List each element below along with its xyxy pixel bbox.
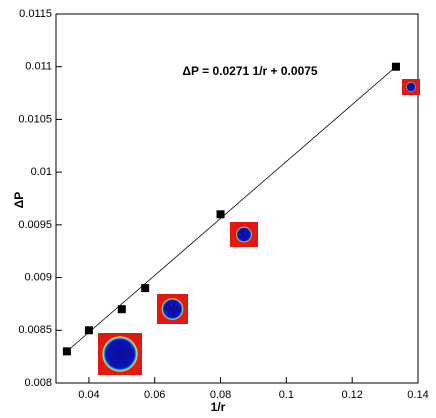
x-axis-label: 1/r (211, 400, 226, 414)
x-tick-label: 0.08 (210, 389, 231, 401)
plot-frame (55, 13, 419, 384)
y-tick-label: 0.0095 (18, 219, 52, 231)
droplet (406, 82, 416, 92)
y-tick-label: 0.0115 (19, 8, 52, 20)
data-point (391, 62, 400, 71)
droplet (236, 226, 252, 243)
y-tick-label: 0.01 (31, 166, 52, 178)
x-tick-label: 0.04 (78, 389, 99, 401)
data-point (62, 347, 71, 356)
droplet-images (98, 79, 420, 375)
annotation: ΔP = 0.0271 1/r + 0.0075 (182, 64, 318, 78)
x-tick-label: 0.1 (279, 389, 294, 401)
data-point (216, 210, 225, 219)
y-tick-label: 0.0105 (18, 113, 52, 125)
y-tick-label: 0.009 (24, 271, 52, 283)
data-point (141, 284, 150, 293)
x-tick-label: 0.12 (341, 389, 362, 401)
x-tick-label: 0.14 (407, 389, 428, 401)
data-point (84, 326, 93, 335)
y-tick-label: 0.011 (25, 61, 52, 73)
data-point (117, 305, 126, 314)
y-axis-label: ΔP (12, 192, 26, 209)
y-tick-label: 0.0085 (18, 324, 52, 336)
droplet (161, 298, 184, 320)
y-tick-label: 0.008 (24, 377, 52, 389)
fit-line (66, 66, 397, 352)
x-tick-label: 0.06 (144, 389, 165, 401)
droplet (102, 336, 138, 372)
